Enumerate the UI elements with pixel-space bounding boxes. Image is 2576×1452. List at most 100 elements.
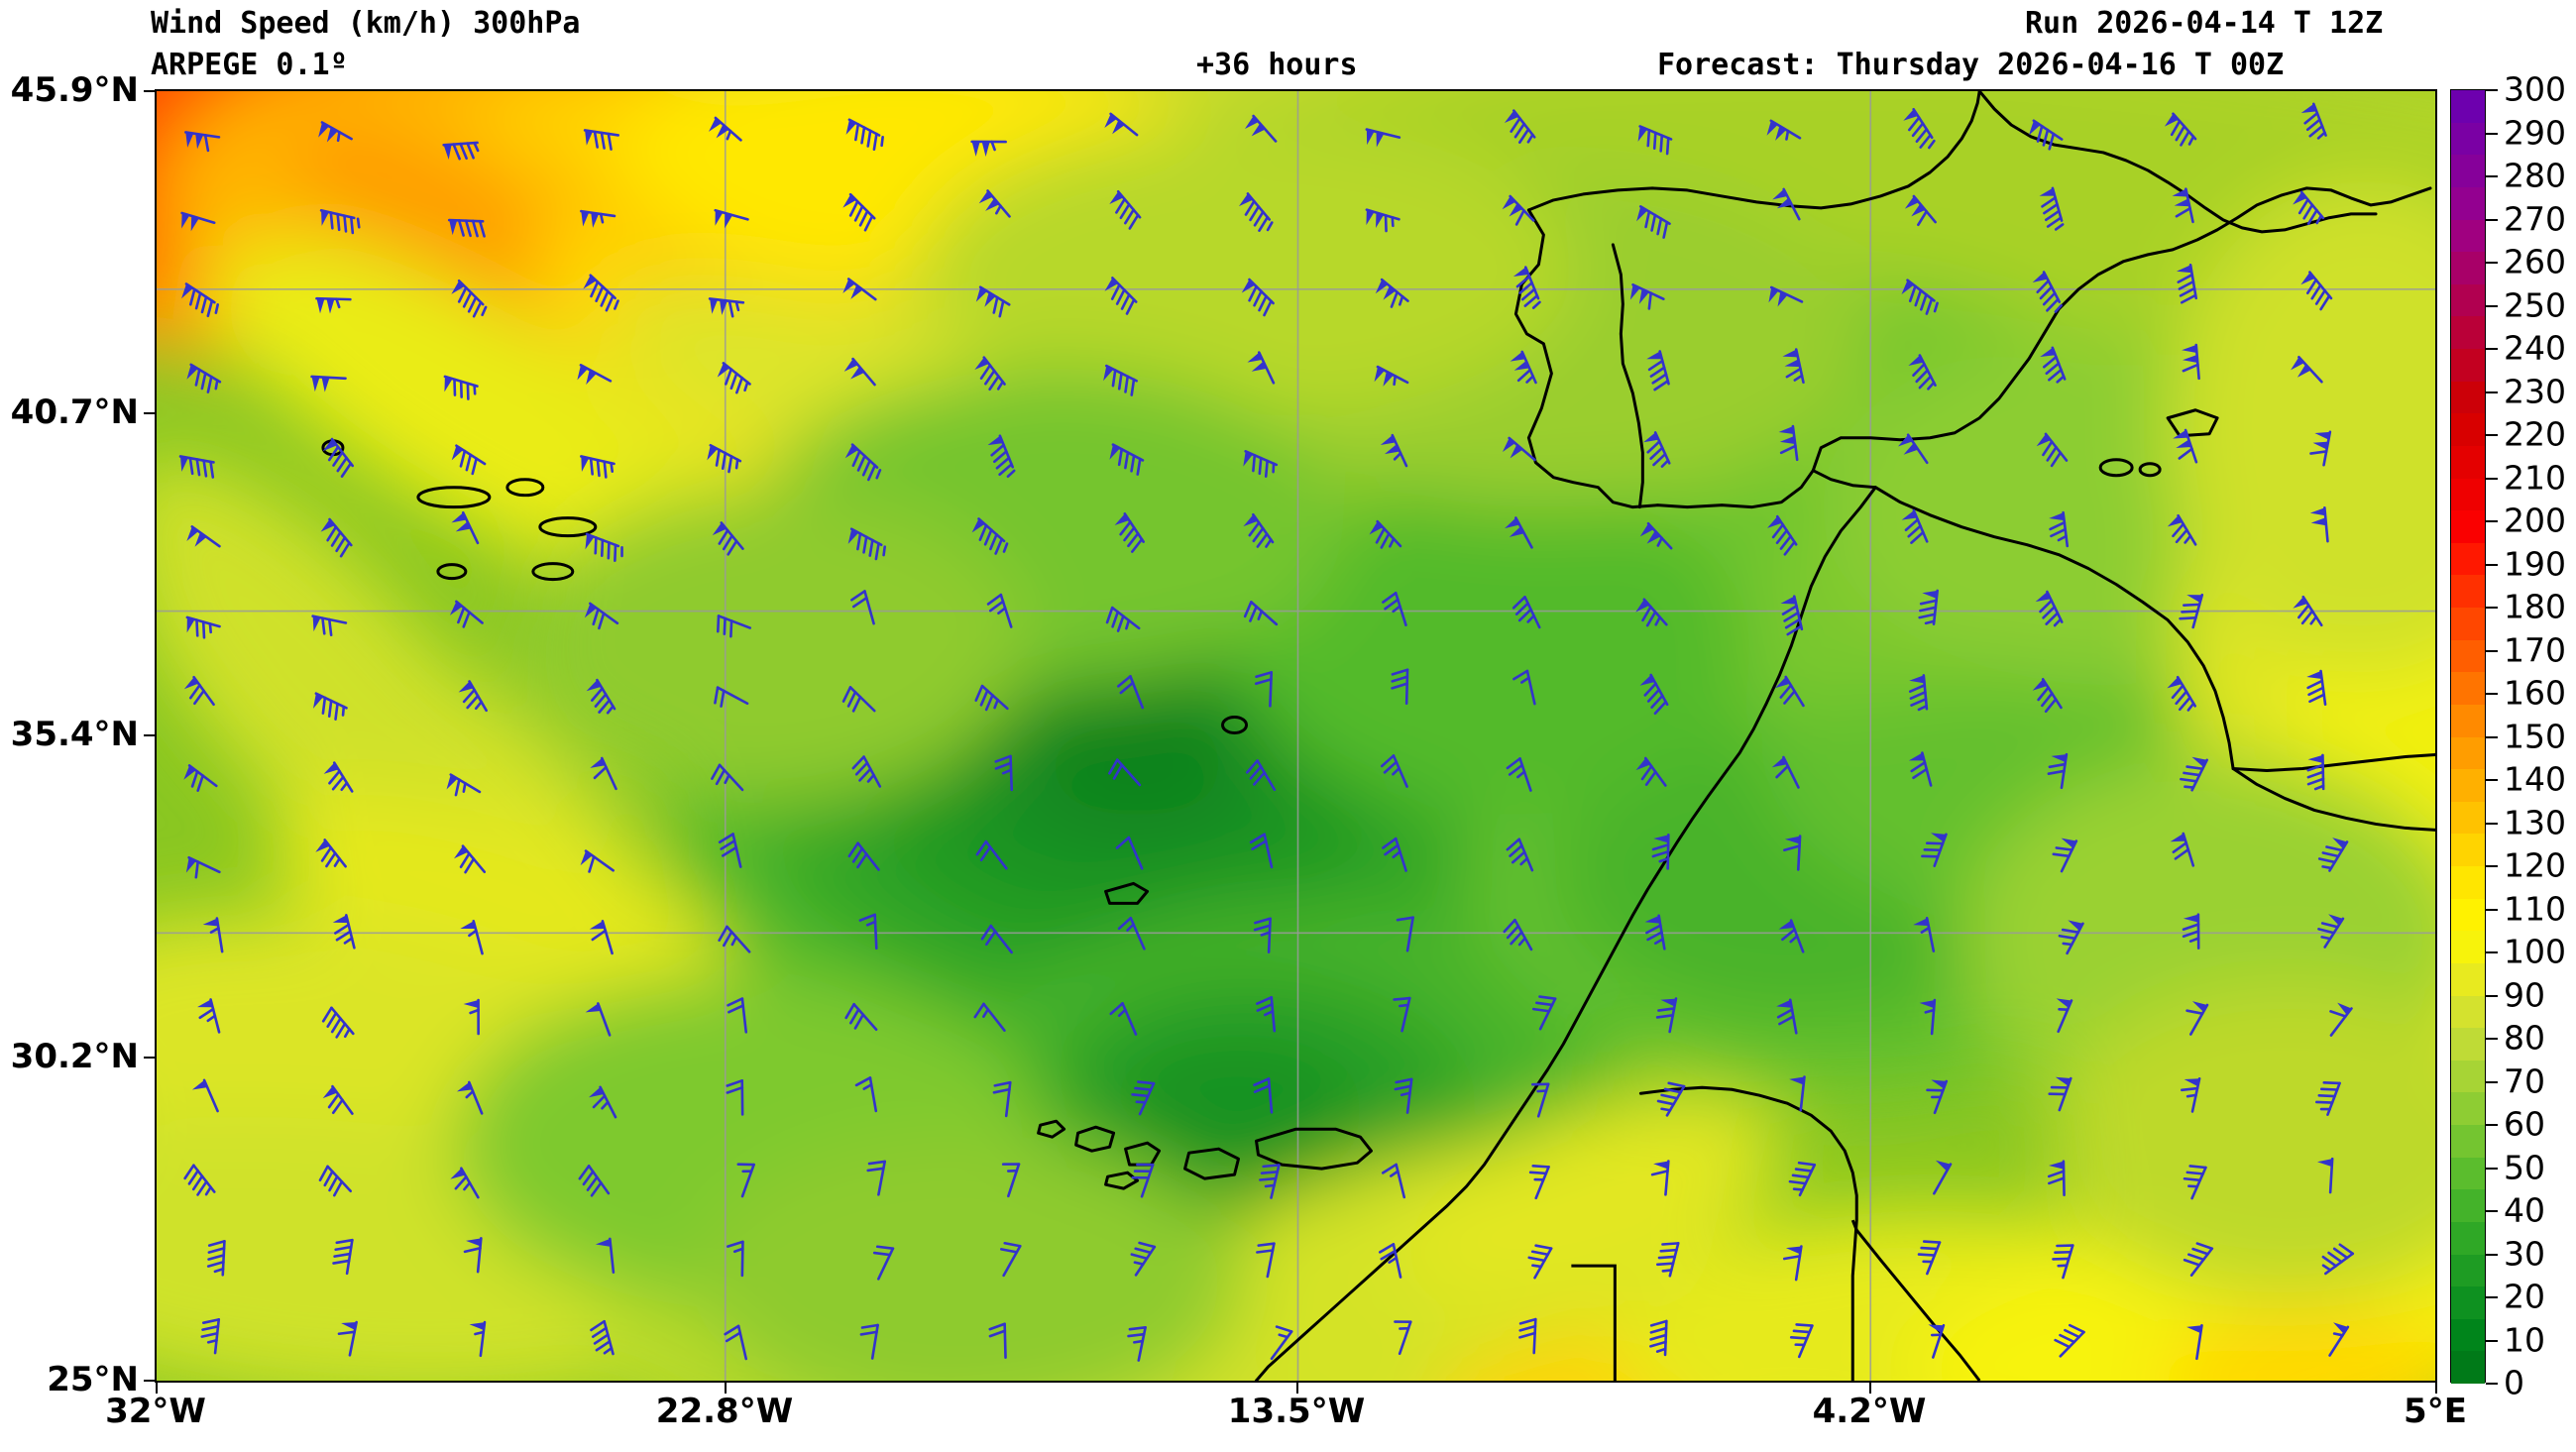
wind-barb	[2183, 1165, 2207, 1200]
wind-barb	[186, 363, 222, 393]
colorbar-tick-label: 160	[2504, 673, 2566, 713]
colorbar-tick	[2486, 1383, 2498, 1385]
wind-barb	[1897, 433, 1929, 465]
colorbar-segment	[2451, 608, 2485, 640]
wind-barb	[1635, 598, 1668, 627]
colorbar-tick-label: 120	[2504, 845, 2566, 885]
wind-barb	[973, 1002, 1006, 1032]
wind-barb	[1243, 512, 1275, 548]
colorbar-segment	[2451, 1028, 2485, 1061]
colorbar-segment	[2451, 349, 2485, 382]
colorbar-tick-label: 220	[2504, 414, 2566, 454]
wind-barb	[1109, 1002, 1138, 1036]
colorbar-tick-label: 300	[2504, 69, 2566, 109]
wind-barb	[1243, 601, 1279, 626]
wind-barb	[1655, 1242, 1680, 1278]
y-tick-4	[144, 1380, 155, 1382]
wind-barb	[321, 1006, 355, 1039]
colorbar-segment	[2451, 1351, 2485, 1384]
wind-barb	[447, 218, 486, 238]
wind-barb	[2036, 432, 2069, 468]
wind-barb	[718, 833, 742, 868]
wind-barb	[1253, 1077, 1274, 1114]
wind-barb	[583, 274, 619, 312]
wind-barb	[320, 517, 353, 558]
wind-barb	[1378, 1243, 1402, 1279]
wind-barb	[1639, 521, 1673, 550]
wind-barb	[451, 279, 488, 318]
colorbar-segment	[2451, 898, 2485, 932]
wind-barb	[2300, 102, 2327, 140]
colorbar-segment	[2451, 769, 2485, 802]
wind-barb	[180, 211, 216, 232]
colorbar-tick	[2486, 693, 2498, 695]
model-label: ARPEGE 0.1º	[151, 48, 348, 82]
wind-barb	[2180, 756, 2208, 792]
wind-barb	[1109, 189, 1142, 230]
colorbar-segment	[2451, 510, 2485, 543]
wind-barb	[1782, 348, 1805, 385]
wind-barb	[451, 510, 480, 545]
wind-barb	[2309, 430, 2332, 467]
wind-barb	[859, 1323, 879, 1360]
wind-barb	[2181, 1076, 2201, 1113]
wind-barb	[1776, 998, 1798, 1035]
colorbar-tick	[2486, 607, 2498, 609]
wind-barb	[1365, 128, 1401, 148]
wind-barb	[1503, 918, 1533, 951]
wind-barb	[312, 692, 348, 721]
colorbar-tick	[2486, 348, 2498, 350]
wind-barb	[585, 532, 623, 562]
colorbar-segment	[2451, 1221, 2485, 1255]
colorbar-tick	[2486, 1080, 2498, 1083]
x-tick-2	[1296, 1383, 1298, 1394]
wind-barb	[1639, 673, 1669, 716]
wind-barb	[2300, 271, 2333, 311]
wind-barb	[1117, 916, 1146, 950]
wind-barb	[580, 849, 615, 873]
wind-barb	[1127, 1326, 1147, 1362]
wind-barb	[332, 1238, 354, 1276]
colorbar-segment	[2451, 413, 2485, 446]
wind-barb	[319, 209, 361, 235]
wind-barb	[2317, 914, 2345, 949]
wind-barb	[443, 375, 479, 400]
wind-barb	[2028, 119, 2064, 151]
wind-barb	[2329, 1002, 2353, 1037]
wind-barb	[1131, 1163, 1155, 1198]
colorbar-tick-label: 280	[2504, 156, 2566, 195]
colorbar-segment	[2451, 1092, 2485, 1125]
wind-barb	[1650, 1160, 1670, 1196]
wind-barb	[2293, 190, 2325, 225]
wind-barb	[1918, 589, 1939, 625]
colorbar-tick-label: 230	[2504, 372, 2566, 410]
colorbar-tick-label: 0	[2504, 1363, 2524, 1402]
wind-barb	[1105, 606, 1141, 632]
wind-barb	[186, 525, 221, 548]
wind-barb	[1780, 595, 1804, 636]
y-axis-label-0: 45.9°N	[10, 70, 139, 110]
wind-barb	[2032, 271, 2063, 313]
wind-barb	[1908, 751, 1933, 787]
wind-barb	[1247, 351, 1276, 385]
colorbar-tick-label: 180	[2504, 587, 2566, 626]
colorbar-tick	[2486, 477, 2498, 480]
wind-barb	[714, 208, 749, 229]
wind-barb	[850, 590, 875, 625]
colorbar-tick-label: 30	[2504, 1234, 2545, 1273]
wind-barb	[181, 282, 220, 318]
wind-barb	[1369, 519, 1402, 549]
wind-barb	[1901, 508, 1929, 544]
wind-barb	[1103, 364, 1138, 396]
wind-barb	[1921, 833, 1948, 867]
wind-barb	[988, 1322, 1007, 1360]
wind-barb	[183, 1164, 216, 1196]
wind-barb	[1789, 1075, 1806, 1112]
wind-barb	[1245, 759, 1277, 792]
wind-barb	[1245, 114, 1278, 143]
wind-barb	[1394, 1320, 1412, 1356]
wind-barb	[1908, 354, 1937, 391]
wind-barb	[1528, 1165, 1550, 1200]
wind-barb	[178, 455, 215, 479]
